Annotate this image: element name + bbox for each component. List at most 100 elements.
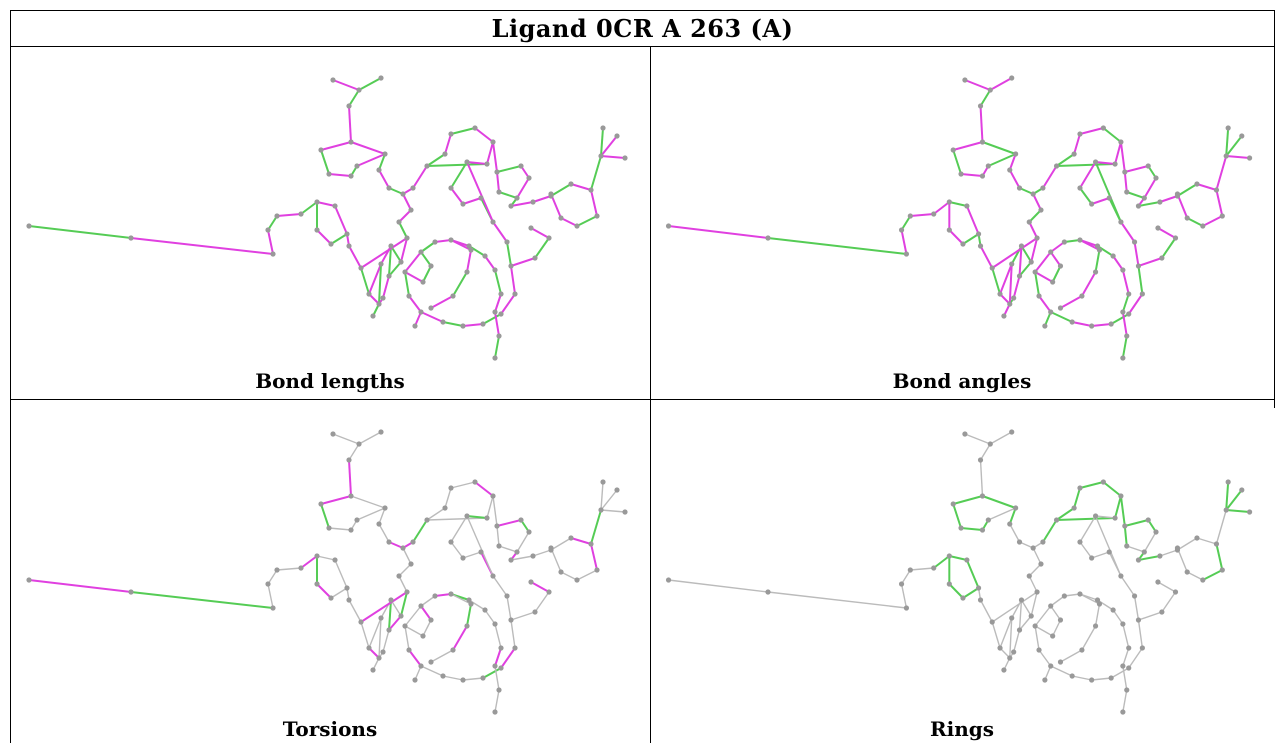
atom-node xyxy=(898,581,905,587)
atom-node xyxy=(1126,291,1132,297)
atom-node xyxy=(548,545,554,551)
atom-node xyxy=(314,199,320,205)
atom-node xyxy=(1120,267,1126,273)
atom-node xyxy=(494,169,500,175)
bond-line xyxy=(276,567,302,571)
atom-node xyxy=(765,235,771,241)
atom-node xyxy=(1120,621,1126,627)
atom-node xyxy=(1213,187,1220,193)
bond-line xyxy=(1071,321,1092,327)
atom-node xyxy=(378,261,384,267)
atom-node xyxy=(907,213,913,219)
atom-node xyxy=(1108,675,1114,681)
bond-line xyxy=(130,237,274,255)
atom-node xyxy=(498,311,504,317)
bond-line xyxy=(988,507,1016,521)
bond-line xyxy=(466,249,472,273)
atom-node xyxy=(464,159,470,165)
atom-node xyxy=(903,251,910,257)
bond-line xyxy=(348,459,352,497)
bond-line xyxy=(1119,495,1126,527)
bond-line xyxy=(1215,155,1228,191)
atom-node xyxy=(1007,521,1013,527)
atom-node xyxy=(494,523,500,529)
atom-node xyxy=(1223,507,1229,513)
bond-line xyxy=(466,161,494,223)
atom-node xyxy=(548,191,554,197)
atom-node xyxy=(1011,295,1017,301)
atom-node xyxy=(931,565,937,571)
atom-node xyxy=(346,457,352,463)
bond-line xyxy=(484,609,496,625)
bond-line xyxy=(358,431,382,445)
bond-line xyxy=(510,611,536,621)
bond-line xyxy=(1119,141,1126,173)
atom-node xyxy=(328,241,334,247)
bond-line xyxy=(500,647,516,669)
bond-line xyxy=(420,311,444,323)
atom-node xyxy=(386,185,392,191)
atom-node xyxy=(466,243,472,249)
bond-line xyxy=(1124,165,1149,173)
bond-line xyxy=(1056,517,1116,521)
atom-node xyxy=(1077,539,1083,545)
bond-line xyxy=(1120,575,1136,597)
bond-line xyxy=(356,507,386,521)
report-frame: Ligand 0CR A 263 (A) Bond lengths Bond a… xyxy=(10,10,1275,743)
atom-node xyxy=(1050,633,1056,639)
grid-middle-divider xyxy=(10,399,1275,400)
bond-line xyxy=(600,489,618,511)
bond-line xyxy=(1123,171,1128,193)
atom-node xyxy=(432,593,438,599)
bond-line xyxy=(422,619,432,637)
atom-node xyxy=(498,291,504,297)
bond-line xyxy=(965,559,980,589)
bond-line xyxy=(482,313,502,325)
bond-line xyxy=(402,193,412,211)
bond-line xyxy=(450,481,476,489)
bond-line xyxy=(570,537,592,545)
atom-node xyxy=(1141,195,1147,201)
atom-node xyxy=(358,265,364,271)
bond-line xyxy=(1186,571,1204,581)
bond-line xyxy=(530,227,550,239)
bond-line xyxy=(400,591,408,617)
bond-line xyxy=(964,433,991,445)
atom-node xyxy=(1118,219,1124,225)
bond-line xyxy=(348,443,360,461)
bond-line xyxy=(948,583,964,599)
title-bar: Ligand 0CR A 263 (A) xyxy=(10,10,1275,47)
molecule-diagram-bond-lengths xyxy=(26,75,628,361)
bond-line xyxy=(1034,625,1040,651)
atom-node xyxy=(985,163,991,169)
atom-node xyxy=(460,323,466,329)
bond-line xyxy=(450,239,472,251)
bond-line xyxy=(378,263,382,305)
atom-node xyxy=(448,539,454,545)
bond-line xyxy=(532,195,552,203)
bond-line xyxy=(1056,163,1116,167)
bond-line xyxy=(1032,193,1042,211)
atom-node xyxy=(568,535,574,541)
atom-node xyxy=(588,541,594,547)
atom-node xyxy=(492,309,498,315)
atom-node xyxy=(482,253,488,259)
atom-node xyxy=(1077,131,1083,137)
atom-node xyxy=(402,623,408,629)
bond-line xyxy=(1050,605,1062,621)
bond-line xyxy=(492,221,508,243)
bond-line xyxy=(1018,615,1032,631)
bond-line xyxy=(506,241,512,267)
atom-node xyxy=(386,627,392,633)
bond-line xyxy=(382,275,390,299)
bond-line xyxy=(1138,257,1163,267)
atom-node xyxy=(1100,479,1106,485)
bond-line xyxy=(462,323,484,327)
molecule-diagram-bond-angles xyxy=(665,75,1253,361)
bond-line xyxy=(1091,551,1110,559)
atom-node xyxy=(428,659,434,665)
atom-node xyxy=(298,211,304,217)
bond-line xyxy=(320,495,352,505)
bond-line xyxy=(989,431,1013,445)
atom-node xyxy=(418,663,424,669)
